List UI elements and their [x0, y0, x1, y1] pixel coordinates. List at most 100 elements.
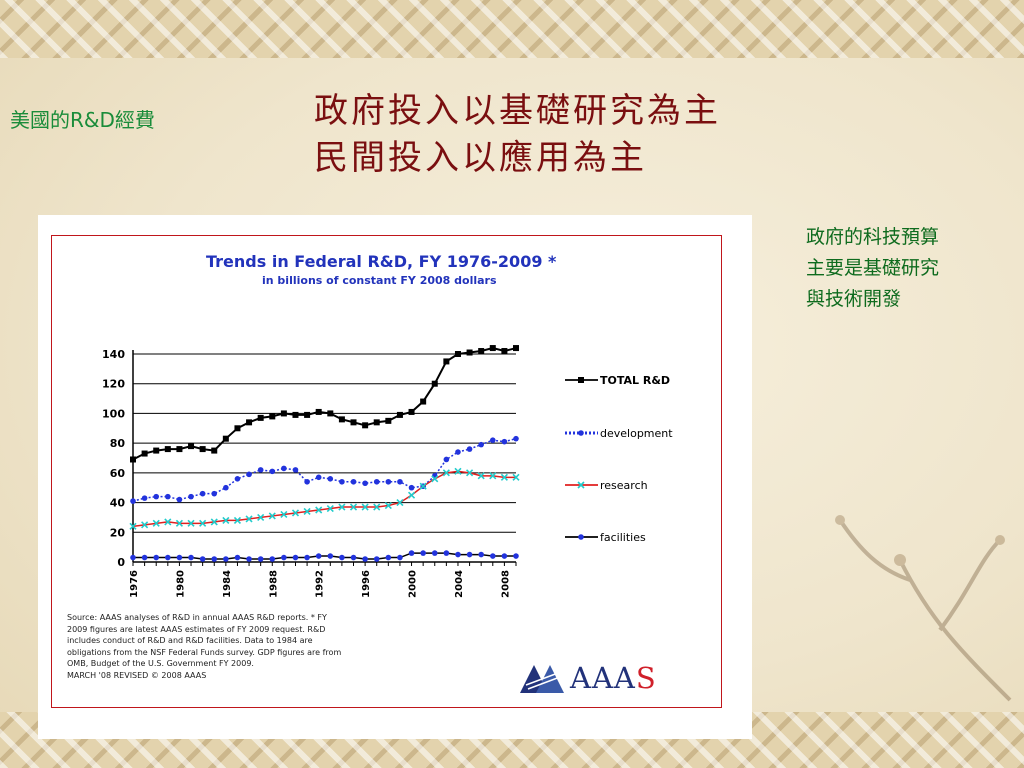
- data-point: [268, 512, 276, 520]
- data-point: [188, 554, 194, 561]
- data-point: [443, 358, 450, 365]
- x-tick-label: 2008: [500, 570, 511, 598]
- aaas-logo-text: AAAS: [570, 661, 657, 695]
- data-point: [199, 490, 206, 497]
- data-point: [280, 410, 287, 417]
- data-point: [141, 495, 148, 501]
- y-tick-label: 100: [102, 407, 125, 420]
- data-point: [281, 554, 287, 561]
- data-point: [442, 469, 450, 477]
- data-point: [350, 554, 357, 561]
- data-point: [443, 456, 450, 463]
- legend-label: research: [600, 479, 648, 492]
- data-point: [223, 484, 229, 491]
- data-point: [338, 416, 345, 423]
- data-point: [199, 556, 206, 562]
- data-point: [454, 351, 461, 357]
- data-point: [477, 472, 485, 480]
- data-point: [175, 519, 183, 527]
- source-line: obligations from the NSF Federal Funds s…: [67, 647, 342, 657]
- data-point: [176, 554, 183, 561]
- data-point: [304, 554, 310, 561]
- slide-small-title: 美國的R&D經費: [10, 108, 155, 132]
- plum-branch-decoration: [835, 515, 1012, 702]
- data-point: [385, 554, 392, 561]
- data-point: [269, 413, 276, 420]
- data-point: [361, 503, 369, 511]
- data-point: [315, 408, 322, 415]
- data-point: [489, 345, 496, 352]
- data-point: [327, 476, 334, 482]
- x-tick-label: 1996: [361, 570, 372, 598]
- slide-title-line-2: 民間投入以應用為主: [314, 138, 647, 178]
- data-point: [246, 471, 252, 478]
- data-point: [419, 482, 427, 490]
- data-point: [431, 380, 438, 387]
- data-point: [303, 507, 311, 516]
- data-point: [577, 481, 585, 489]
- data-point: [257, 467, 264, 473]
- side-note-line-3: 與技術開發: [806, 288, 902, 310]
- data-point: [362, 422, 369, 429]
- data-point: [578, 377, 584, 383]
- data-point: [478, 551, 484, 558]
- data-point: [338, 503, 346, 511]
- data-point: [130, 456, 136, 463]
- y-tick-label: 140: [102, 348, 125, 361]
- legend-label: facilities: [600, 531, 646, 544]
- data-point: [234, 425, 241, 432]
- data-point: [257, 513, 265, 521]
- data-point: [153, 554, 160, 561]
- data-point: [373, 478, 380, 485]
- data-point: [385, 417, 392, 424]
- source-line: MARCH '08 REVISED © 2008 AAAS: [67, 670, 207, 680]
- data-point: [199, 446, 206, 453]
- chart-subtitle: in billions of constant FY 2008 dollars: [262, 274, 497, 287]
- data-point: [513, 553, 519, 559]
- data-point: [153, 493, 160, 500]
- chart-title: Trends in Federal R&D, FY 1976-2009 *: [206, 252, 557, 271]
- y-tick-label: 80: [110, 437, 126, 450]
- data-point: [501, 348, 508, 355]
- data-point: [513, 345, 519, 352]
- series-line-total-r-d: [132, 347, 517, 461]
- data-point: [233, 516, 242, 524]
- data-point: [141, 521, 149, 529]
- data-point: [431, 475, 439, 483]
- data-point: [130, 554, 136, 561]
- data-point: [315, 506, 323, 514]
- data-point: [234, 554, 241, 561]
- data-point: [188, 493, 194, 500]
- data-point: [257, 414, 264, 421]
- x-tick-label: 1980: [175, 570, 186, 598]
- data-point: [466, 349, 473, 356]
- data-point: [466, 551, 473, 558]
- data-point: [339, 478, 345, 485]
- data-point: [304, 478, 310, 485]
- data-point: [304, 411, 311, 418]
- data-point: [245, 515, 253, 523]
- side-note: 政府的科技預算 主要是基礎研究 與技術開發: [806, 222, 939, 315]
- data-point: [269, 556, 276, 562]
- chart-panel: [38, 215, 752, 739]
- data-point: [397, 554, 403, 561]
- series-line-facilities: [133, 552, 516, 560]
- data-point: [500, 473, 508, 481]
- series-line-development: [132, 437, 517, 502]
- data-point: [501, 438, 508, 445]
- x-tick-label: 1988: [268, 570, 279, 598]
- data-point: [280, 510, 288, 519]
- data-point: [407, 491, 416, 499]
- y-tick-label: 60: [110, 467, 126, 480]
- data-point: [223, 556, 229, 562]
- data-point: [420, 550, 426, 556]
- data-point: [326, 504, 334, 513]
- data-point: [210, 518, 218, 526]
- data-point: [292, 554, 299, 561]
- data-point: [165, 554, 171, 561]
- data-point: [478, 348, 485, 355]
- data-point: [362, 480, 368, 487]
- data-point: [373, 419, 380, 426]
- data-point: [327, 553, 334, 559]
